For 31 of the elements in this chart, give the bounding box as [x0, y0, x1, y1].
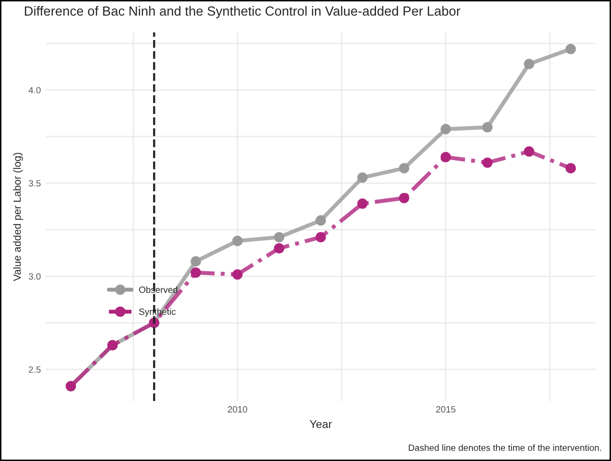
point [398, 192, 410, 204]
y-tick-label: 4.0 [28, 86, 41, 94]
point [274, 232, 284, 242]
y-axis-title: Value added per Labor (log) [13, 152, 23, 282]
point [316, 215, 326, 226]
point [357, 172, 368, 183]
point [524, 146, 534, 157]
text: Dashed line denotes the time of the intervention. [408, 444, 602, 451]
x-axis-title: Year [310, 420, 332, 428]
x-tick-label: 2015 [436, 406, 456, 413]
point [482, 122, 493, 132]
point [232, 236, 243, 246]
chart-title: Difference of Bac Ninh and the Synthetic Control in Value-added Per Labor [24, 6, 460, 18]
point [190, 256, 202, 267]
point [398, 163, 410, 174]
x-tick-label: 2010 [228, 406, 248, 413]
point [524, 58, 534, 70]
y-tick-label: 3.5 [28, 180, 41, 187]
point [566, 163, 576, 174]
point [316, 232, 326, 242]
y-tick-label: 2.5 [28, 366, 41, 373]
legend-label: Observed [139, 286, 178, 293]
point [357, 198, 368, 209]
point [440, 152, 451, 162]
point [190, 267, 202, 278]
point [232, 269, 243, 280]
y-tick-label: 3.0 [28, 273, 41, 280]
point [274, 243, 284, 254]
point [566, 44, 576, 54]
point [482, 157, 493, 168]
point [440, 124, 451, 134]
